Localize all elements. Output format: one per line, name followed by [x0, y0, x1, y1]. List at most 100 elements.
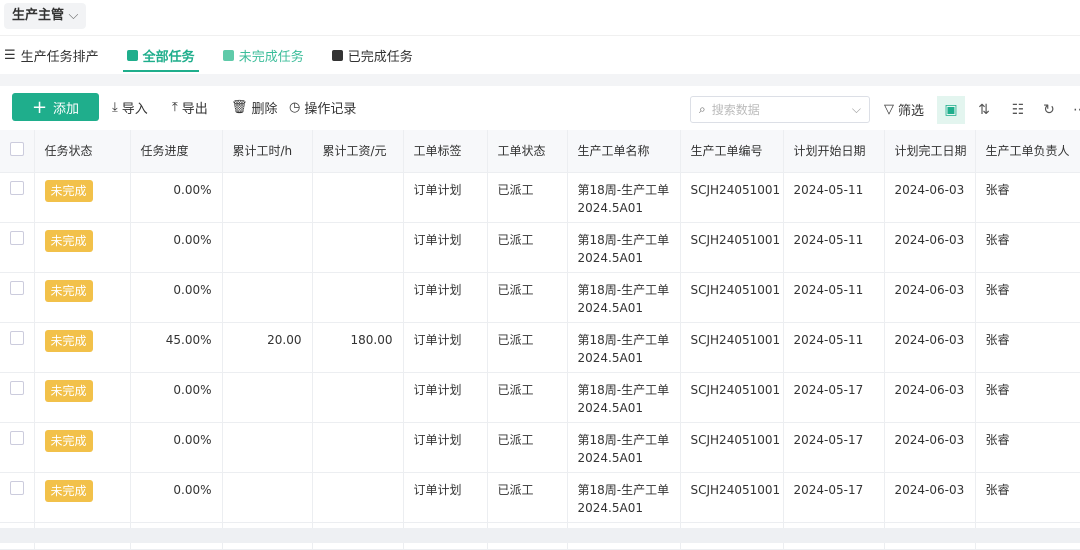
clock-icon: ◷ — [289, 99, 301, 115]
export-button[interactable]: ⤒ 导出 — [172, 94, 208, 120]
row-select-cell[interactable] — [0, 322, 35, 373]
table-cell — [222, 272, 313, 323]
row-checkbox[interactable] — [10, 380, 24, 395]
cell-value: 第18周-生产工单2024.5A01 — [577, 482, 670, 515]
tab-incomplete-tasks[interactable]: 未完成任务 — [222, 36, 304, 74]
row-checkbox[interactable] — [10, 430, 24, 445]
table-cell — [222, 372, 313, 423]
select-all-checkbox[interactable] — [10, 142, 24, 157]
horizontal-scrollbar[interactable] — [0, 528, 1080, 543]
cell-value: 订单计划 — [413, 332, 462, 347]
add-button[interactable]: + 添加 — [12, 93, 99, 121]
column-header[interactable]: 任务状态 — [34, 130, 131, 173]
table-row[interactable]: 未完成 0.00% 订单计划 已派工 第18周-生产工单2024.5A01 SCJH240… — [0, 172, 1080, 223]
sort-icon[interactable]: ⇅ — [978, 102, 990, 118]
row-select-cell[interactable] — [0, 172, 35, 223]
cell-value: 张睿 — [985, 232, 1010, 247]
refresh-icon[interactable]: ↻ — [1043, 102, 1055, 118]
chevron-down-icon: ⌵ — [68, 8, 79, 23]
table-cell: 未完成 — [34, 422, 131, 473]
table-cell: 2024-06-03 — [884, 322, 976, 373]
cell-value: 2024-05-11 — [793, 282, 864, 297]
row-checkbox[interactable] — [10, 280, 24, 295]
row-select-cell[interactable] — [0, 372, 35, 423]
row-checkbox[interactable] — [10, 180, 24, 195]
column-header[interactable]: 累计工时/h — [222, 130, 313, 173]
table-cell: 已派工 — [487, 472, 568, 523]
row-select-cell[interactable] — [0, 422, 35, 473]
table-cell — [312, 372, 404, 423]
cell-value: 已派工 — [497, 182, 534, 197]
cell-value: 0.00% — [173, 382, 212, 397]
role-label: 生产主管 — [12, 8, 65, 23]
table-cell — [312, 222, 404, 273]
select-all-cell[interactable] — [0, 130, 35, 173]
cell-value: 订单计划 — [413, 382, 462, 397]
table-cell: 已派工 — [487, 422, 568, 473]
row-select-cell[interactable] — [0, 472, 35, 523]
cell-value: SCJH24051001 — [690, 482, 781, 497]
tab-all-tasks[interactable]: 全部任务 — [122, 36, 199, 74]
column-header[interactable]: 累计工资/元 — [312, 130, 404, 173]
table-row[interactable]: 未完成 0.00% 订单计划 已派工 第18周-生产工单2024.5A01 SCJH240… — [0, 472, 1080, 523]
group-icon[interactable]: ☷ — [1011, 102, 1025, 118]
row-select-cell[interactable] — [0, 222, 35, 273]
table-cell: 第18周-生产工单2024.5A01 — [567, 272, 681, 323]
column-header[interactable]: 生产工单编号 — [680, 130, 784, 173]
column-header[interactable]: 计划开始日期 — [783, 130, 885, 173]
cell-value: 第18周-生产工单2024.5A01 — [577, 332, 670, 365]
cell-value: 2024-05-17 — [793, 432, 864, 447]
table-cell: 0.00% — [130, 172, 223, 223]
cell-value: 2024-05-17 — [793, 482, 864, 497]
row-checkbox[interactable] — [10, 480, 24, 495]
cell-value: 2024-06-03 — [894, 232, 965, 247]
task-table: 任务状态 任务进度 累计工时/h 累计工资/元 工单标签 工单状态 生产工单名称 生产工单编号… — [0, 130, 1080, 550]
log-button[interactable]: ◷ 操作记录 — [289, 94, 356, 120]
table-cell: 未完成 — [34, 322, 131, 373]
cell-value: 订单计划 — [413, 282, 462, 297]
search-input[interactable]: ⌕ 搜索数据 ⌵ — [690, 96, 870, 123]
column-header[interactable]: 任务进度 — [130, 130, 223, 173]
cell-value: 2024-05-11 — [793, 332, 864, 347]
status-badge: 未完成 — [44, 179, 93, 202]
table-cell: 已派工 — [487, 372, 568, 423]
column-header[interactable]: 工单状态 — [487, 130, 568, 173]
table-cell: 180.00 — [312, 322, 404, 373]
row-checkbox[interactable] — [10, 330, 24, 345]
table-cell: SCJH24051001 — [680, 372, 784, 423]
table-cell — [222, 222, 313, 273]
column-header[interactable]: 工单标签 — [403, 130, 488, 173]
cell-value: 2024-05-11 — [793, 232, 864, 247]
note-icon[interactable]: ▣ — [937, 96, 965, 124]
tab-completed-tasks[interactable]: 已完成任务 — [331, 36, 413, 74]
row-checkbox[interactable] — [10, 230, 24, 245]
tab-schedule[interactable]: ☰ 生产任务排产 — [4, 36, 99, 74]
cell-value: 已派工 — [497, 232, 534, 247]
table-cell: 已派工 — [487, 172, 568, 223]
cell-value: 已派工 — [497, 332, 534, 347]
role-selector[interactable]: 生产主管 ⌵ — [4, 3, 87, 29]
import-button[interactable]: ⤓ 导入 — [112, 94, 148, 120]
cell-value: 20.00 — [267, 332, 302, 347]
row-select-cell[interactable] — [0, 272, 35, 323]
more-icon[interactable]: ⋯ — [1073, 102, 1080, 118]
table-row[interactable]: 未完成 0.00% 订单计划 已派工 第18周-生产工单2024.5A01 SCJH240… — [0, 222, 1080, 273]
table-row[interactable]: 未完成 0.00% 订单计划 已派工 第18周-生产工单2024.5A01 SCJH240… — [0, 422, 1080, 473]
table-row[interactable]: 未完成 45.00% 20.00 180.00 订单计划 已派工 第18周-生产工单2024… — [0, 322, 1080, 373]
table-cell: SCJH24051001 — [680, 472, 784, 523]
table-cell — [312, 472, 404, 523]
trash-icon: 🗑 — [231, 99, 248, 115]
table-cell: 0.00% — [130, 272, 223, 323]
column-header[interactable]: 生产工单名称 — [567, 130, 681, 173]
filter-button[interactable]: ▽ 筛选 — [884, 96, 924, 122]
cell-value: 0.00% — [173, 432, 212, 447]
chevron-down-icon: ⌵ — [851, 102, 861, 116]
cell-value: 张睿 — [985, 432, 1010, 447]
table-row[interactable]: 未完成 0.00% 订单计划 已派工 第18周-生产工单2024.5A01 SCJH240… — [0, 272, 1080, 323]
column-header[interactable]: 生产工单负责人 — [975, 130, 1080, 173]
column-header[interactable]: 计划完工日期 — [884, 130, 976, 173]
add-label: 添加 — [53, 101, 80, 117]
delete-button[interactable]: 🗑 删除 — [231, 94, 278, 120]
table-cell: 45.00% — [130, 322, 223, 373]
table-row[interactable]: 未完成 0.00% 订单计划 已派工 第18周-生产工单2024.5A01 SCJH240… — [0, 372, 1080, 423]
